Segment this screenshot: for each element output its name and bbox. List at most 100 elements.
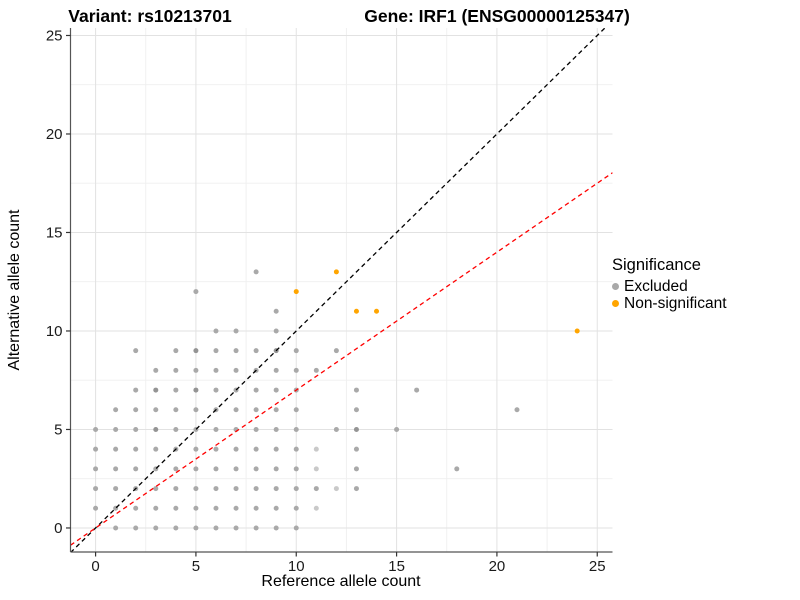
- data-point-excluded: [273, 387, 279, 393]
- data-point-excluded: [233, 367, 239, 373]
- data-point-excluded: [93, 505, 99, 511]
- data-point-excluded: [253, 486, 259, 492]
- data-point-excluded: [293, 407, 299, 413]
- data-point-excluded: [253, 446, 259, 452]
- y-tick-label: 15: [46, 225, 63, 242]
- y-tick-label: 10: [46, 323, 63, 340]
- data-point-excluded: [233, 466, 239, 472]
- data-point-excluded: [293, 348, 299, 354]
- data-point-excluded: [213, 426, 219, 432]
- data-point-excluded: [133, 348, 139, 354]
- data-point-excluded: [414, 387, 420, 393]
- data-point-excluded: [273, 308, 279, 314]
- y-tick-label: 5: [54, 422, 62, 439]
- data-point-excluded: [273, 466, 279, 472]
- data-point-excluded: [273, 446, 279, 452]
- data-point-excluded: [113, 426, 119, 432]
- y-axis-title: Alternative allele count: [6, 209, 23, 371]
- non-significant-point-icon: [612, 300, 619, 307]
- data-point-excluded: [353, 486, 359, 492]
- data-point-excluded: [353, 466, 359, 472]
- data-point-excluded: [113, 407, 119, 413]
- y-tick-label: 25: [46, 28, 63, 45]
- x-tick-label: 0: [91, 558, 99, 575]
- data-point-excluded: [113, 486, 119, 492]
- data-point-excluded: [293, 486, 299, 492]
- data-point-excluded: [173, 367, 179, 373]
- data-point-excluded: [153, 426, 159, 432]
- data-point-excluded: [293, 446, 299, 452]
- data-point-excluded: [193, 348, 199, 354]
- data-point-excluded: [193, 367, 199, 373]
- data-point-excluded: [333, 348, 339, 354]
- data-point-excluded: [193, 466, 199, 472]
- data-point-excluded: [293, 525, 299, 531]
- data-point-excluded: [193, 486, 199, 492]
- data-point-excluded: [213, 367, 219, 373]
- data-point-excluded: [133, 407, 139, 413]
- data-point-excluded: [313, 446, 319, 452]
- data-point-excluded: [213, 387, 219, 393]
- data-point-excluded: [333, 426, 339, 432]
- data-point-excluded: [233, 348, 239, 354]
- data-point-excluded: [133, 426, 139, 432]
- data-point-excluded: [253, 407, 259, 413]
- data-point-excluded: [253, 466, 259, 472]
- data-point-excluded: [454, 466, 460, 472]
- data-point-excluded: [133, 525, 139, 531]
- data-point-excluded: [173, 525, 179, 531]
- data-point-excluded: [173, 348, 179, 354]
- data-point-excluded: [353, 407, 359, 413]
- data-point-excluded: [93, 486, 99, 492]
- data-point-excluded: [193, 387, 199, 393]
- data-point-excluded: [193, 505, 199, 511]
- data-point-excluded: [153, 525, 159, 531]
- data-point-excluded: [193, 525, 199, 531]
- data-point-excluded: [193, 446, 199, 452]
- identity-line: [70, 28, 606, 552]
- data-point-excluded: [93, 446, 99, 452]
- data-point-excluded: [133, 505, 139, 511]
- x-tick-label: 10: [288, 558, 305, 575]
- data-point-excluded: [233, 446, 239, 452]
- data-point-excluded: [253, 348, 259, 354]
- data-point-excluded: [253, 387, 259, 393]
- data-point-excluded: [514, 407, 520, 413]
- legend: Significance Excluded Non-significant: [612, 256, 727, 312]
- data-point-excluded: [273, 505, 279, 511]
- data-point-excluded: [213, 348, 219, 354]
- data-point-excluded: [113, 446, 119, 452]
- y-tick-label: 0: [54, 520, 62, 537]
- data-point-excluded: [93, 466, 99, 472]
- data-point-excluded: [213, 466, 219, 472]
- data-point-excluded: [213, 328, 219, 334]
- data-point-excluded: [173, 387, 179, 393]
- variant-title: Variant: rs10213701: [68, 6, 232, 26]
- data-point-excluded: [113, 525, 119, 531]
- data-point-excluded: [133, 466, 139, 472]
- data-point-excluded: [273, 367, 279, 373]
- data-point-excluded: [313, 505, 319, 511]
- data-point-excluded: [353, 446, 359, 452]
- legend-item-excluded: Excluded: [612, 278, 727, 295]
- data-point-excluded: [213, 486, 219, 492]
- data-point-excluded: [173, 466, 179, 472]
- gene-title: Gene: IRF1 (ENSG00000125347): [364, 6, 630, 26]
- data-point-excluded: [153, 407, 159, 413]
- data-point-excluded: [273, 486, 279, 492]
- data-point-excluded: [233, 407, 239, 413]
- data-point-excluded: [173, 426, 179, 432]
- data-point-non-significant: [353, 308, 359, 314]
- x-tick-label: 20: [489, 558, 506, 575]
- x-tick-label: 25: [589, 558, 606, 575]
- data-point-excluded: [213, 505, 219, 511]
- legend-item-label: Non-significant: [624, 294, 727, 312]
- data-point-excluded: [293, 505, 299, 511]
- data-point-excluded: [273, 328, 279, 334]
- data-point-excluded: [133, 446, 139, 452]
- data-point-excluded: [333, 486, 339, 492]
- data-point-excluded: [353, 426, 359, 432]
- data-point-excluded: [153, 486, 159, 492]
- data-point-excluded: [193, 289, 199, 295]
- data-point-excluded: [153, 387, 159, 393]
